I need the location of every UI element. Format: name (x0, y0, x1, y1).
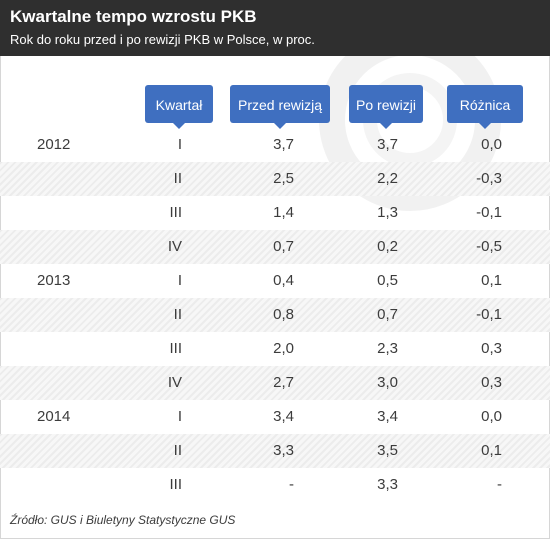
cell-diff: 0,3 (481, 374, 502, 391)
cell-after: 0,7 (377, 306, 398, 323)
table-row: 2012 I 3,7 3,7 0,0 (0, 128, 550, 162)
cell-before: 0,8 (273, 306, 294, 323)
cell-before: 0,7 (273, 238, 294, 255)
table-row: 2014 I 3,4 3,4 0,0 (0, 400, 550, 434)
cell-after: 3,4 (377, 408, 398, 425)
cell-after: 1,3 (377, 204, 398, 221)
table-row: II 2,5 2,2 -0,3 (0, 162, 550, 196)
cell-after: 2,3 (377, 340, 398, 357)
cell-diff: 0,0 (481, 408, 502, 425)
cell-diff: 0,1 (481, 272, 502, 289)
cell-quarter: IV (167, 374, 182, 391)
cell-diff: -0,1 (476, 204, 502, 221)
cell-quarter: III (169, 204, 182, 221)
table-row: 2013 I 0,4 0,5 0,1 (0, 264, 550, 298)
cell-diff: 0,3 (481, 340, 502, 357)
cell-year: 2014 (37, 408, 71, 425)
cell-diff: -0,1 (476, 306, 502, 323)
table-row: IV 0,7 0,2 -0,5 (0, 230, 550, 264)
table-row: III 2,0 2,3 0,3 (0, 332, 550, 366)
cell-after: 3,5 (377, 442, 398, 459)
cell-year: 2012 (37, 136, 71, 153)
cell-diff: -0,3 (476, 170, 502, 187)
chart-title: Kwartalne tempo wzrostu PKB (10, 7, 257, 26)
table-row: II 3,3 3,5 0,1 (0, 434, 550, 468)
cell-after: 2,2 (377, 170, 398, 187)
cell-before: 3,4 (273, 408, 294, 425)
cell-after: 0,2 (377, 238, 398, 255)
cell-year: 2013 (37, 272, 71, 289)
table-row: IV 2,7 3,0 0,3 (0, 366, 550, 400)
cell-after: 0,5 (377, 272, 398, 289)
cell-quarter: IV (167, 238, 182, 255)
cell-diff: 0,0 (481, 136, 502, 153)
cell-diff: 0,1 (481, 442, 502, 459)
column-header-quarter: Kwartał (145, 85, 213, 129)
cell-quarter: I (177, 136, 182, 153)
cell-quarter: II (173, 442, 182, 459)
cell-before: 1,4 (273, 204, 294, 221)
title-bar: Kwartalne tempo wzrostu PKB Rok do roku … (0, 0, 550, 56)
cell-diff: - (497, 476, 502, 493)
table-row: II 0,8 0,7 -0,1 (0, 298, 550, 332)
column-header-diff: Różnica (447, 85, 523, 129)
cell-after: 3,7 (377, 136, 398, 153)
cell-before: 0,4 (273, 272, 294, 289)
cell-before: 3,7 (273, 136, 294, 153)
cell-before: 2,5 (273, 170, 294, 187)
cell-before: - (289, 476, 294, 493)
chart-subtitle: Rok do roku przed i po rewizji PKB w Pol… (10, 32, 315, 47)
cell-quarter: I (177, 272, 182, 289)
cell-before: 3,3 (273, 442, 294, 459)
cell-after: 3,3 (377, 476, 398, 493)
table-row: III 1,4 1,3 -0,1 (0, 196, 550, 230)
column-header-after: Po rewizji (349, 85, 423, 129)
cell-before: 2,0 (273, 340, 294, 357)
cell-quarter: III (169, 476, 182, 493)
cell-before: 2,7 (273, 374, 294, 391)
cell-diff: -0,5 (476, 238, 502, 255)
cell-quarter: II (173, 306, 182, 323)
cell-quarter: III (169, 340, 182, 357)
table-row: III - 3,3 - (0, 468, 550, 502)
cell-quarter: I (177, 408, 182, 425)
cell-after: 3,0 (377, 374, 398, 391)
column-header-before: Przed rewizją (230, 85, 330, 129)
source-note: Źródło: GUS i Biuletyny Statystyczne GUS (10, 513, 236, 527)
cell-quarter: II (173, 170, 182, 187)
